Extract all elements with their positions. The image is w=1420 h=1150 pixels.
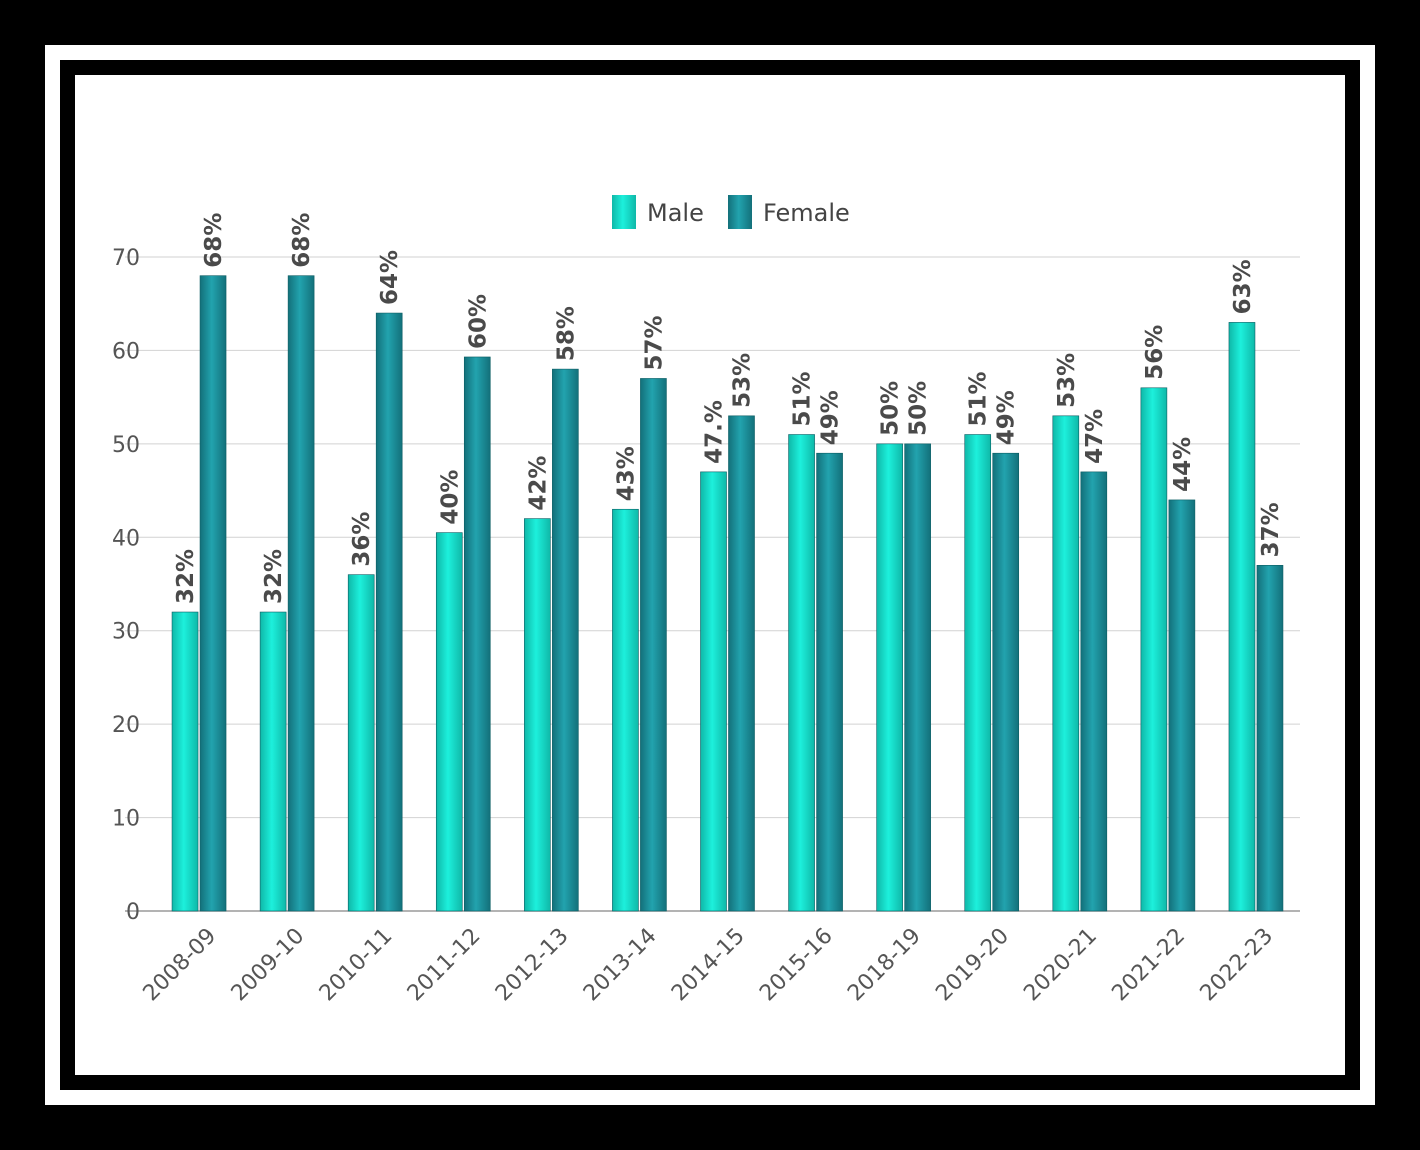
bar-male	[612, 508, 639, 912]
legend-label-male: Male	[647, 199, 704, 227]
bar-female	[463, 356, 491, 912]
bar-male	[1052, 415, 1080, 912]
bar-male	[347, 574, 375, 912]
y-tick-label: 50	[112, 433, 140, 458]
bar-female-label: 49%	[994, 390, 1020, 445]
bar-female-label: 49%	[818, 390, 844, 445]
bar-female	[199, 275, 227, 912]
bar-female-label: 37%	[1258, 502, 1284, 557]
y-tick-label: 30	[112, 620, 140, 645]
bar-male-label: 50%	[878, 381, 904, 436]
bar-male	[524, 518, 551, 912]
x-axis-ticks: 2008-09 2009-10 2010-11 2011-12 2012-13 2013-…	[139, 924, 1279, 1007]
bar-male	[435, 532, 463, 912]
bar-female	[1080, 471, 1108, 912]
bar-female-label: 64%	[377, 250, 403, 305]
bar-male-label: 56%	[1142, 325, 1168, 380]
y-tick-label: 70	[112, 246, 140, 271]
legend-swatch-female	[728, 195, 752, 229]
x-tick-label: 2021-22	[1107, 924, 1190, 1007]
bar-female-label: 60%	[465, 294, 491, 349]
bar-male	[964, 434, 992, 912]
bar-female	[375, 312, 403, 912]
data-labels: 32% 68% 32% 68% 36% 64% 40% 60% 42% 58% 43% 57% 47.%…	[173, 213, 1284, 604]
bar-male-label: 47.%	[702, 400, 728, 464]
y-tick-label: 10	[112, 807, 140, 832]
x-tick-label: 2008-09	[139, 924, 222, 1007]
bar-female-label: 57%	[641, 315, 667, 370]
bar-male	[700, 471, 727, 912]
x-tick-label: 2012-13	[491, 924, 574, 1007]
legend-swatch-male	[612, 195, 636, 229]
bar-female	[904, 443, 931, 912]
bar-female-label: 58%	[553, 306, 579, 361]
bar-male-label: 63%	[1230, 259, 1256, 314]
bar-female-label: 50%	[906, 381, 932, 436]
x-tick-label: 2010-11	[315, 924, 398, 1007]
x-tick-label: 2019-20	[931, 924, 1014, 1007]
bar-male	[1140, 387, 1168, 912]
bar-male-label: 51%	[966, 371, 992, 426]
bar-male-label: 53%	[1054, 353, 1080, 408]
legend: Male Female	[612, 195, 850, 229]
bar-female	[1256, 565, 1284, 912]
x-tick-label: 2009-10	[227, 924, 310, 1007]
x-tick-label: 2011-12	[403, 924, 486, 1007]
bar-male-label: 36%	[349, 512, 375, 567]
x-tick-label: 2020-21	[1019, 924, 1102, 1007]
bar-female-label: 68%	[289, 213, 315, 268]
x-tick-label: 2015-16	[755, 924, 838, 1007]
bar-male	[788, 434, 815, 912]
x-tick-label: 2022-23	[1196, 924, 1279, 1007]
bar-female-label: 53%	[730, 353, 756, 408]
y-tick-label: 60	[112, 339, 140, 364]
bar-male	[876, 443, 903, 912]
bar-male-label: 32%	[261, 549, 287, 604]
bar-female	[287, 275, 315, 912]
x-tick-label: 2014-15	[667, 924, 750, 1007]
bar-male-label: 32%	[173, 549, 199, 604]
bar-male-label: 43%	[613, 446, 639, 501]
bar-female-label: 44%	[1170, 437, 1196, 492]
y-tick-label: 20	[112, 713, 140, 738]
legend-label-female: Female	[763, 199, 850, 227]
x-tick-label: 2018-19	[843, 924, 926, 1007]
x-tick-label: 2013-14	[579, 924, 662, 1007]
bar-female-label: 68%	[201, 213, 227, 268]
bar-female-label: 47%	[1082, 409, 1108, 464]
bar-female	[640, 378, 667, 912]
y-tick-label: 0	[126, 900, 140, 925]
bar-male	[259, 611, 287, 912]
bar-male	[1228, 322, 1256, 912]
bar-female	[816, 452, 843, 912]
bar-female	[1168, 499, 1196, 912]
bar-female	[728, 415, 755, 912]
y-axis-ticks: 0 10 20 30 40 50 60 70	[112, 246, 140, 925]
bars	[171, 275, 1284, 912]
bar-male-label: 40%	[437, 470, 463, 525]
bar-male-label: 51%	[790, 371, 816, 426]
bar-female	[992, 452, 1020, 912]
bar-female	[552, 368, 579, 912]
bar-male-label: 42%	[525, 456, 551, 511]
y-tick-label: 40	[112, 526, 140, 551]
bar-male	[171, 611, 199, 912]
